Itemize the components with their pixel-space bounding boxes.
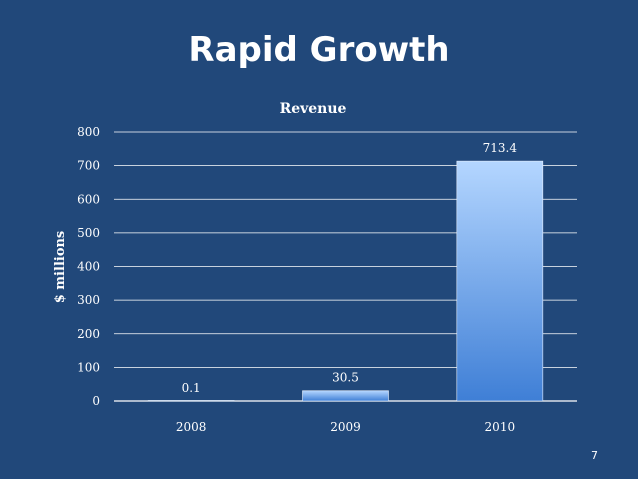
y-tick-label: 300 xyxy=(77,293,100,307)
y-tick-label: 600 xyxy=(77,192,100,206)
y-tick-label: 400 xyxy=(77,260,100,274)
y-tick-labels: 0 100 200 300 400 500 600 700 800 xyxy=(77,125,100,408)
data-label-2009: 30.5 xyxy=(332,371,359,385)
y-tick-label: 100 xyxy=(77,360,100,374)
y-tick-label: 800 xyxy=(77,125,100,139)
y-tick-label: 200 xyxy=(77,327,100,341)
bars xyxy=(147,160,544,402)
x-tick-label-2008: 2008 xyxy=(176,420,207,434)
y-tick-label: 500 xyxy=(77,226,100,240)
y-tick-label: 700 xyxy=(77,159,100,173)
bar-2009 xyxy=(302,390,389,402)
bar-2010 xyxy=(456,160,544,402)
slide-title: Rapid Growth xyxy=(188,30,450,70)
x-tick-label-2010: 2010 xyxy=(485,420,516,434)
chart-title: Revenue xyxy=(280,101,347,117)
page-number: 7 xyxy=(591,449,598,462)
x-tick-label-2009: 2009 xyxy=(330,420,361,434)
x-tick-labels: 2008 2009 2010 xyxy=(176,420,515,434)
y-axis-label: $ millions xyxy=(53,231,68,304)
data-label-2010: 713.4 xyxy=(483,141,518,155)
bar-2008 xyxy=(147,400,235,402)
data-label-2008: 0.1 xyxy=(182,381,201,395)
data-labels: 0.1 30.5 713.4 xyxy=(182,141,518,395)
y-tick-label: 0 xyxy=(92,394,100,408)
